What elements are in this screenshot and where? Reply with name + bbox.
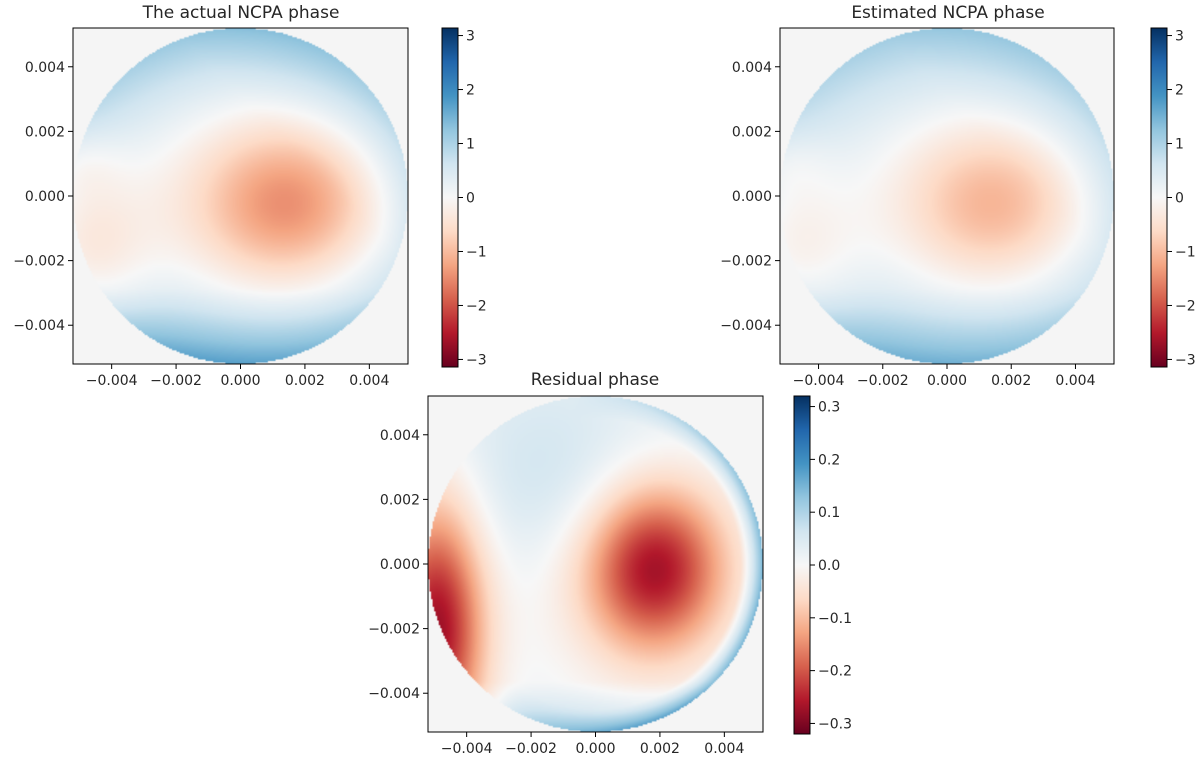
colorbar-tick-label: −2 (466, 298, 487, 314)
colorbar-tick-label: 3 (1175, 29, 1184, 45)
colorbar-tick-label: −0.2 (818, 664, 852, 680)
colorbar: 3 2 1 0 −1 −2 −3 (441, 27, 487, 368)
colorbar-tick-label: 2 (466, 83, 475, 99)
x-tick-label: 0.002 (640, 741, 680, 757)
heatmap-image (780, 28, 1114, 364)
y-tick-label: −0.004 (720, 318, 772, 334)
y-tick-label: 0.000 (25, 189, 65, 205)
colorbar-gradient (441, 27, 459, 368)
panel-estimated-ncpa: Estimated NCPA phase −0.004 −0.002 0.000 0.… (720, 3, 1195, 389)
colorbar-tick-label: −0.1 (818, 611, 852, 627)
x-tick-label: 0.002 (285, 373, 325, 389)
x-tick-label: 0.000 (220, 373, 260, 389)
x-axis: −0.004 −0.002 0.000 0.002 0.004 (793, 364, 1096, 389)
heatmap-image (428, 396, 763, 732)
y-axis: 0.004 0.002 0.000 −0.002 −0.004 (720, 60, 780, 334)
y-tick-label: 0.002 (25, 124, 65, 140)
colorbar: 3 2 1 0 −1 −2 −3 (1150, 27, 1196, 368)
colorbar-tick-label: 3 (466, 29, 475, 45)
colorbar-tick-label: 0.1 (818, 505, 840, 521)
colorbar-tick-label: −1 (1175, 244, 1196, 260)
x-axis: −0.004 −0.002 0.000 0.002 0.004 (86, 364, 389, 389)
x-tick-label: 0.004 (704, 741, 744, 757)
y-tick-label: 0.004 (380, 428, 420, 444)
x-tick-label: −0.002 (505, 741, 557, 757)
y-tick-label: −0.002 (13, 254, 65, 270)
colorbar-tick-label: 0.2 (818, 452, 840, 468)
colorbar-tick-label: −3 (1175, 352, 1196, 368)
y-tick-label: 0.000 (380, 557, 420, 573)
x-tick-label: 0.000 (927, 373, 967, 389)
y-tick-label: 0.004 (25, 60, 65, 76)
heatmap-image (73, 28, 408, 364)
colorbar-tick-label: −3 (466, 352, 487, 368)
x-tick-label: −0.004 (793, 373, 845, 389)
phase-heatmap (780, 28, 1114, 364)
y-tick-label: 0.002 (732, 124, 772, 140)
colorbar-tick-label: −2 (1175, 298, 1196, 314)
x-tick-label: −0.002 (150, 373, 202, 389)
x-tick-label: 0.002 (991, 373, 1031, 389)
chart-title: Residual phase (531, 370, 660, 390)
colorbar-gradient (1150, 27, 1168, 368)
colorbar: 0.3 0.2 0.1 0.0 −0.1 −0.2 −0.3 (793, 395, 852, 735)
colorbar-tick-label: 0 (466, 191, 475, 207)
colorbar-tick-label: 0.0 (818, 558, 840, 574)
x-tick-label: 0.004 (1055, 373, 1095, 389)
colorbar-tick-label: −1 (466, 244, 487, 260)
x-tick-label: −0.004 (86, 373, 138, 389)
colorbar-gradient (793, 395, 811, 735)
panel-actual-ncpa: The actual NCPA phase −0.004 −0.002 0.000 0… (13, 3, 486, 389)
y-tick-label: 0.000 (732, 189, 772, 205)
chart-title: Estimated NCPA phase (851, 3, 1044, 23)
colorbar-tick-label: 2 (1175, 83, 1184, 99)
colorbar-tick-label: 0 (1175, 191, 1184, 207)
phase-heatmap (73, 28, 408, 364)
colorbar-tick-label: 1 (466, 137, 475, 153)
x-tick-label: −0.004 (441, 741, 493, 757)
y-tick-label: 0.002 (380, 492, 420, 508)
phase-heatmap (428, 396, 763, 732)
colorbar-tick-label: 0.3 (818, 400, 840, 416)
x-tick-label: −0.002 (857, 373, 909, 389)
x-tick-label: 0.000 (575, 741, 615, 757)
colorbar-tick-label: −0.3 (818, 716, 852, 732)
x-axis: −0.004 −0.002 0.000 0.002 0.004 (441, 732, 744, 757)
y-tick-label: −0.002 (720, 254, 772, 270)
y-tick-label: 0.004 (732, 60, 772, 76)
x-tick-label: 0.004 (349, 373, 389, 389)
colorbar-tick-label: 1 (1175, 137, 1184, 153)
chart-title: The actual NCPA phase (142, 3, 340, 23)
y-tick-label: −0.004 (13, 318, 65, 334)
y-axis: 0.004 0.002 0.000 −0.002 −0.004 (13, 60, 73, 334)
y-tick-label: −0.002 (368, 622, 420, 638)
panel-residual: Residual phase −0.004 −0.002 0.000 0.002 0.0… (368, 370, 852, 757)
y-axis: 0.004 0.002 0.000 −0.002 −0.004 (368, 428, 428, 702)
y-tick-label: −0.004 (368, 686, 420, 702)
